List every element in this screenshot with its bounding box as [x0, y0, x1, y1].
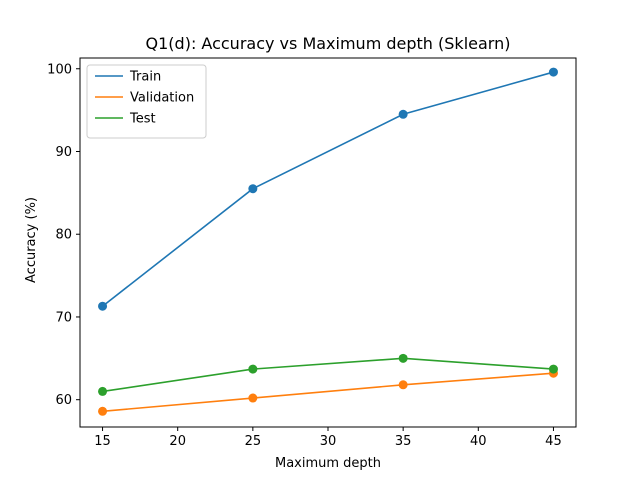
y-tick-label: 90 [55, 145, 72, 160]
legend-label-test: Test [129, 112, 156, 127]
y-tick-label: 70 [55, 310, 72, 325]
x-axis-label: Maximum depth [275, 456, 381, 471]
series-line-test [102, 357, 554, 393]
series-lines [98, 67, 558, 416]
data-point-train [248, 184, 258, 194]
y-axis-label: Accuracy (%) [24, 197, 39, 283]
x-tick-label: 35 [395, 434, 412, 449]
data-point-train [548, 67, 558, 77]
data-point-test [548, 364, 558, 374]
legend-label-train: Train [129, 70, 161, 85]
chart-title: Q1(d): Accuracy vs Maximum depth (Sklear… [146, 34, 511, 53]
series-line-validation [102, 372, 554, 413]
x-axis: 15 20 25 30 35 40 45 [94, 427, 562, 449]
x-tick-label: 20 [169, 434, 186, 449]
data-point-validation [98, 406, 108, 416]
data-point-test [398, 353, 408, 363]
legend-label-validation: Validation [130, 91, 194, 106]
data-point-train [98, 301, 108, 311]
data-point-validation [398, 380, 408, 390]
x-tick-label: 40 [470, 434, 487, 449]
data-point-validation [248, 393, 258, 403]
x-tick-label: 30 [320, 434, 337, 449]
legend-box [86, 64, 207, 139]
x-tick-label: 15 [94, 434, 111, 449]
y-axis: 60 70 80 90 100 [47, 62, 80, 408]
legend: Train Validation Test [86, 64, 207, 139]
series-line-train [102, 71, 554, 307]
x-tick-label: 25 [245, 434, 262, 449]
x-tick-label: 45 [545, 434, 562, 449]
y-tick-label: 80 [55, 228, 72, 243]
data-point-test [248, 364, 258, 374]
data-point-test [98, 386, 108, 396]
data-point-train [398, 109, 408, 119]
y-tick-label: 60 [55, 393, 72, 408]
y-tick-label: 100 [47, 62, 72, 77]
